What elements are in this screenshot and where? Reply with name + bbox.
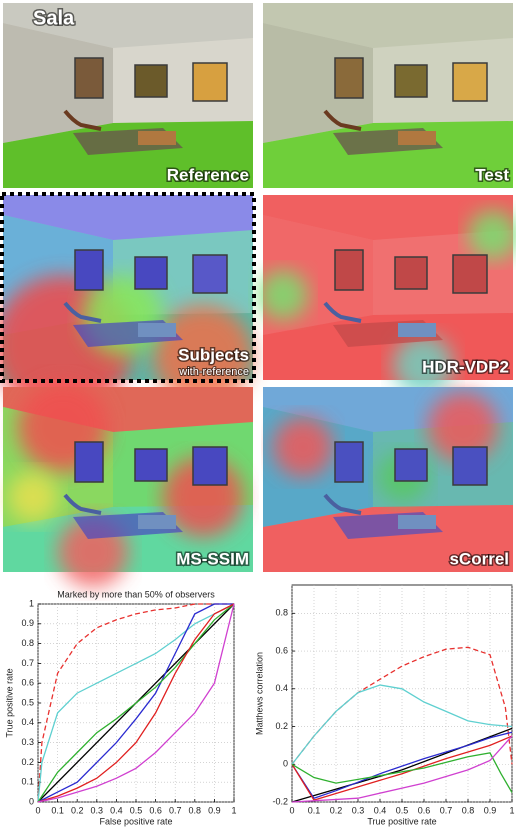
panel-label: Reference bbox=[167, 165, 249, 184]
image-panel bbox=[263, 387, 513, 572]
y-tick-label: 0.2 bbox=[275, 721, 288, 731]
panel-label: MS-SSIM bbox=[176, 549, 249, 568]
painting bbox=[193, 63, 227, 101]
y-tick-label: 0.9 bbox=[21, 618, 34, 628]
painting bbox=[193, 255, 227, 293]
image-panel bbox=[0, 195, 253, 415]
painting bbox=[75, 250, 103, 290]
y-tick-label: 0 bbox=[283, 759, 288, 769]
y-tick-label: 0.4 bbox=[21, 717, 34, 727]
x-tick-label: 0.7 bbox=[169, 805, 182, 815]
panel-label: sCorrel bbox=[449, 549, 509, 568]
heat-blob bbox=[258, 270, 308, 320]
painting bbox=[395, 257, 427, 289]
table bbox=[398, 515, 436, 529]
painting bbox=[453, 63, 487, 101]
x-tick-label: 0.2 bbox=[71, 805, 84, 815]
x-tick-label: 0.5 bbox=[396, 805, 409, 815]
x-axis-label: False positive rate bbox=[99, 816, 172, 826]
painting bbox=[135, 65, 167, 97]
painting bbox=[193, 447, 227, 485]
x-tick-label: 0 bbox=[289, 805, 294, 815]
painting bbox=[395, 65, 427, 97]
painting bbox=[135, 257, 167, 289]
y-tick-label: 0.1 bbox=[21, 777, 34, 787]
table bbox=[138, 515, 176, 529]
x-tick-label: 1 bbox=[509, 805, 514, 815]
x-tick-label: 0.6 bbox=[149, 805, 162, 815]
y-tick-label: 0.2 bbox=[21, 757, 34, 767]
painting bbox=[135, 449, 167, 481]
table bbox=[138, 131, 176, 145]
y-tick-label: 0.6 bbox=[275, 645, 288, 655]
y-tick-label: 0 bbox=[29, 796, 34, 806]
painting bbox=[453, 255, 487, 293]
painting bbox=[335, 442, 363, 482]
panel-sublabel: with-reference bbox=[178, 366, 249, 378]
painting bbox=[75, 442, 103, 482]
x-tick-label: 0.9 bbox=[484, 805, 497, 815]
x-tick-label: 0.7 bbox=[440, 805, 453, 815]
y-tick-label: 1 bbox=[29, 598, 34, 608]
y-tick-label: 0.3 bbox=[21, 737, 34, 747]
panel-label: Test bbox=[475, 165, 509, 184]
y-tick-label: 0.5 bbox=[21, 697, 34, 707]
y-tick-label: 0.4 bbox=[275, 683, 288, 693]
x-tick-label: 0.4 bbox=[374, 805, 387, 815]
x-tick-label: 0.5 bbox=[130, 805, 143, 815]
table bbox=[138, 323, 176, 337]
panel-label: HDR-VDP2 bbox=[422, 357, 509, 376]
heat-blob bbox=[8, 472, 58, 522]
y-axis-label: Matthews correlation bbox=[254, 652, 264, 735]
x-tick-label: 0 bbox=[35, 805, 40, 815]
table bbox=[398, 131, 436, 145]
heat-blob bbox=[468, 210, 516, 260]
x-axis-label: True positive rate bbox=[367, 816, 436, 826]
chart-title: Marked by more than 50% of observers bbox=[57, 589, 215, 599]
heat-blob bbox=[273, 417, 333, 477]
painting bbox=[453, 447, 487, 485]
x-tick-label: 0.3 bbox=[91, 805, 104, 815]
panel-label: Subjects bbox=[178, 345, 249, 364]
y-tick-label: -0.2 bbox=[272, 796, 288, 806]
y-axis-label: True positive rate bbox=[4, 668, 14, 737]
x-tick-label: 0.6 bbox=[418, 805, 431, 815]
x-tick-label: 0.3 bbox=[352, 805, 365, 815]
painting bbox=[335, 250, 363, 290]
x-tick-label: 0.1 bbox=[308, 805, 321, 815]
y-tick-label: 0.6 bbox=[21, 678, 34, 688]
x-tick-label: 0.8 bbox=[189, 805, 202, 815]
x-tick-label: 0.2 bbox=[330, 805, 343, 815]
y-tick-label: 0.7 bbox=[21, 658, 34, 668]
table bbox=[398, 323, 436, 337]
x-tick-label: 0.9 bbox=[208, 805, 221, 815]
painting bbox=[395, 449, 427, 481]
painting bbox=[75, 58, 103, 98]
y-tick-label: 0.8 bbox=[275, 608, 288, 618]
y-tick-label: 0.8 bbox=[21, 638, 34, 648]
x-tick-label: 0.4 bbox=[110, 805, 123, 815]
x-tick-label: 1 bbox=[231, 805, 236, 815]
page: {"panels": [ {"title": "Sala", "label": … bbox=[0, 0, 516, 836]
x-tick-label: 0.1 bbox=[51, 805, 64, 815]
image-panel bbox=[3, 3, 253, 188]
figure: Sala Reference Test Subjects with-reference H… bbox=[0, 0, 516, 831]
panel-title: Sala bbox=[33, 7, 75, 29]
image-panel bbox=[263, 3, 513, 188]
x-tick-label: 0.8 bbox=[462, 805, 475, 815]
painting bbox=[335, 58, 363, 98]
